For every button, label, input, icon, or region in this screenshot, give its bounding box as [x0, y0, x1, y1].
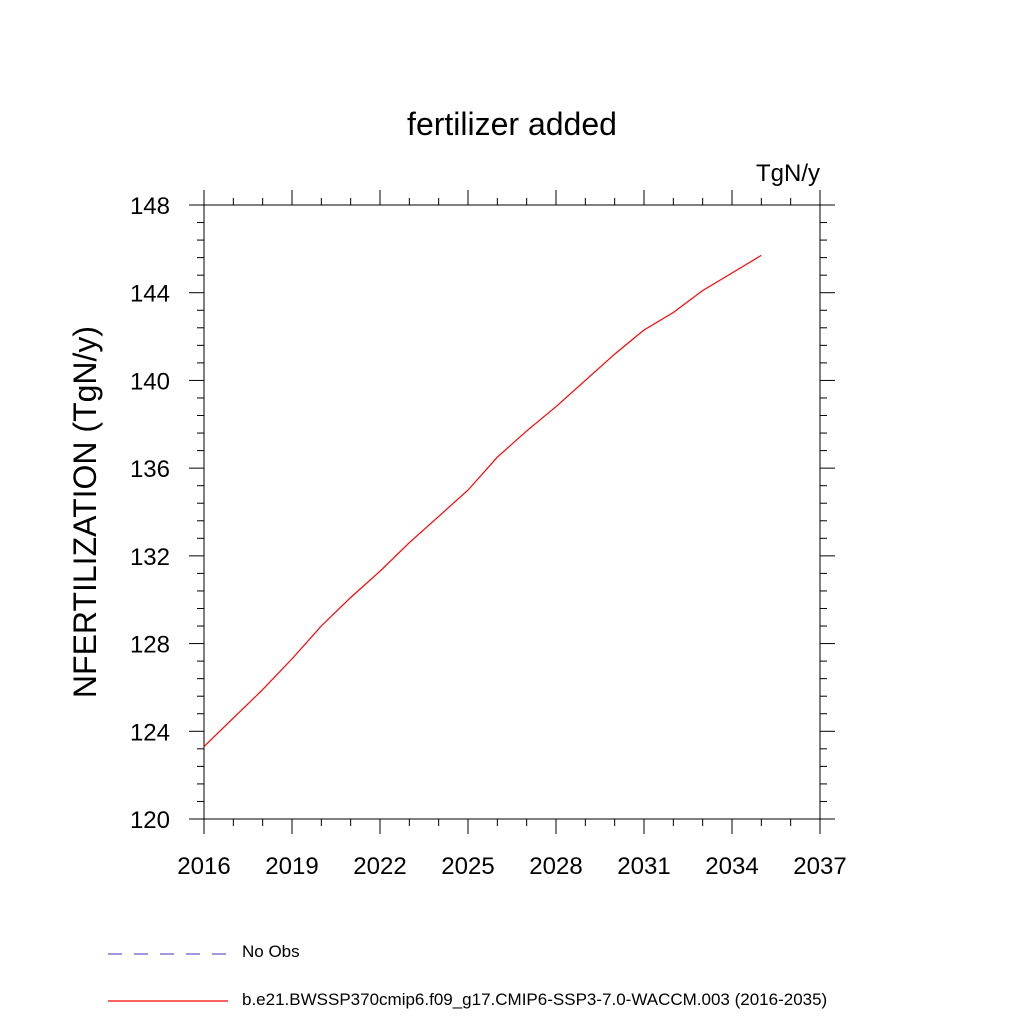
x-tick-label: 2025	[441, 853, 494, 880]
x-tick-label: 2031	[617, 853, 670, 880]
x-tick-label: 2034	[705, 853, 758, 880]
y-axis-label: NFERTILIZATION (TgN/y)	[67, 326, 103, 698]
units-label: TgN/y	[756, 160, 820, 187]
y-tick-label: 144	[130, 281, 170, 308]
tick-labels: 2016 2019 2022 2025 2028 2031 2034 2037 120 124 12…	[130, 193, 847, 880]
x-tick-label: 2019	[265, 853, 318, 880]
y-tick-label: 148	[130, 193, 170, 220]
y-tick-label: 128	[130, 632, 170, 659]
chart-title: fertilizer added	[407, 106, 617, 142]
x-tick-label: 2016	[177, 853, 230, 880]
series-line	[203, 254, 762, 748]
plot-frame	[203, 204, 821, 820]
y-tick-label: 120	[130, 807, 170, 834]
y-tick-label: 136	[130, 456, 170, 483]
y-tick-label: 124	[130, 719, 170, 746]
x-tick-label: 2022	[353, 853, 406, 880]
axis-ticks	[189, 190, 835, 834]
y-tick-label: 140	[130, 368, 170, 395]
x-tick-label: 2037	[793, 853, 846, 880]
series-layer	[203, 254, 762, 748]
y-tick-label: 132	[130, 544, 170, 571]
legend-lines	[108, 953, 228, 1002]
x-tick-label: 2028	[529, 853, 582, 880]
